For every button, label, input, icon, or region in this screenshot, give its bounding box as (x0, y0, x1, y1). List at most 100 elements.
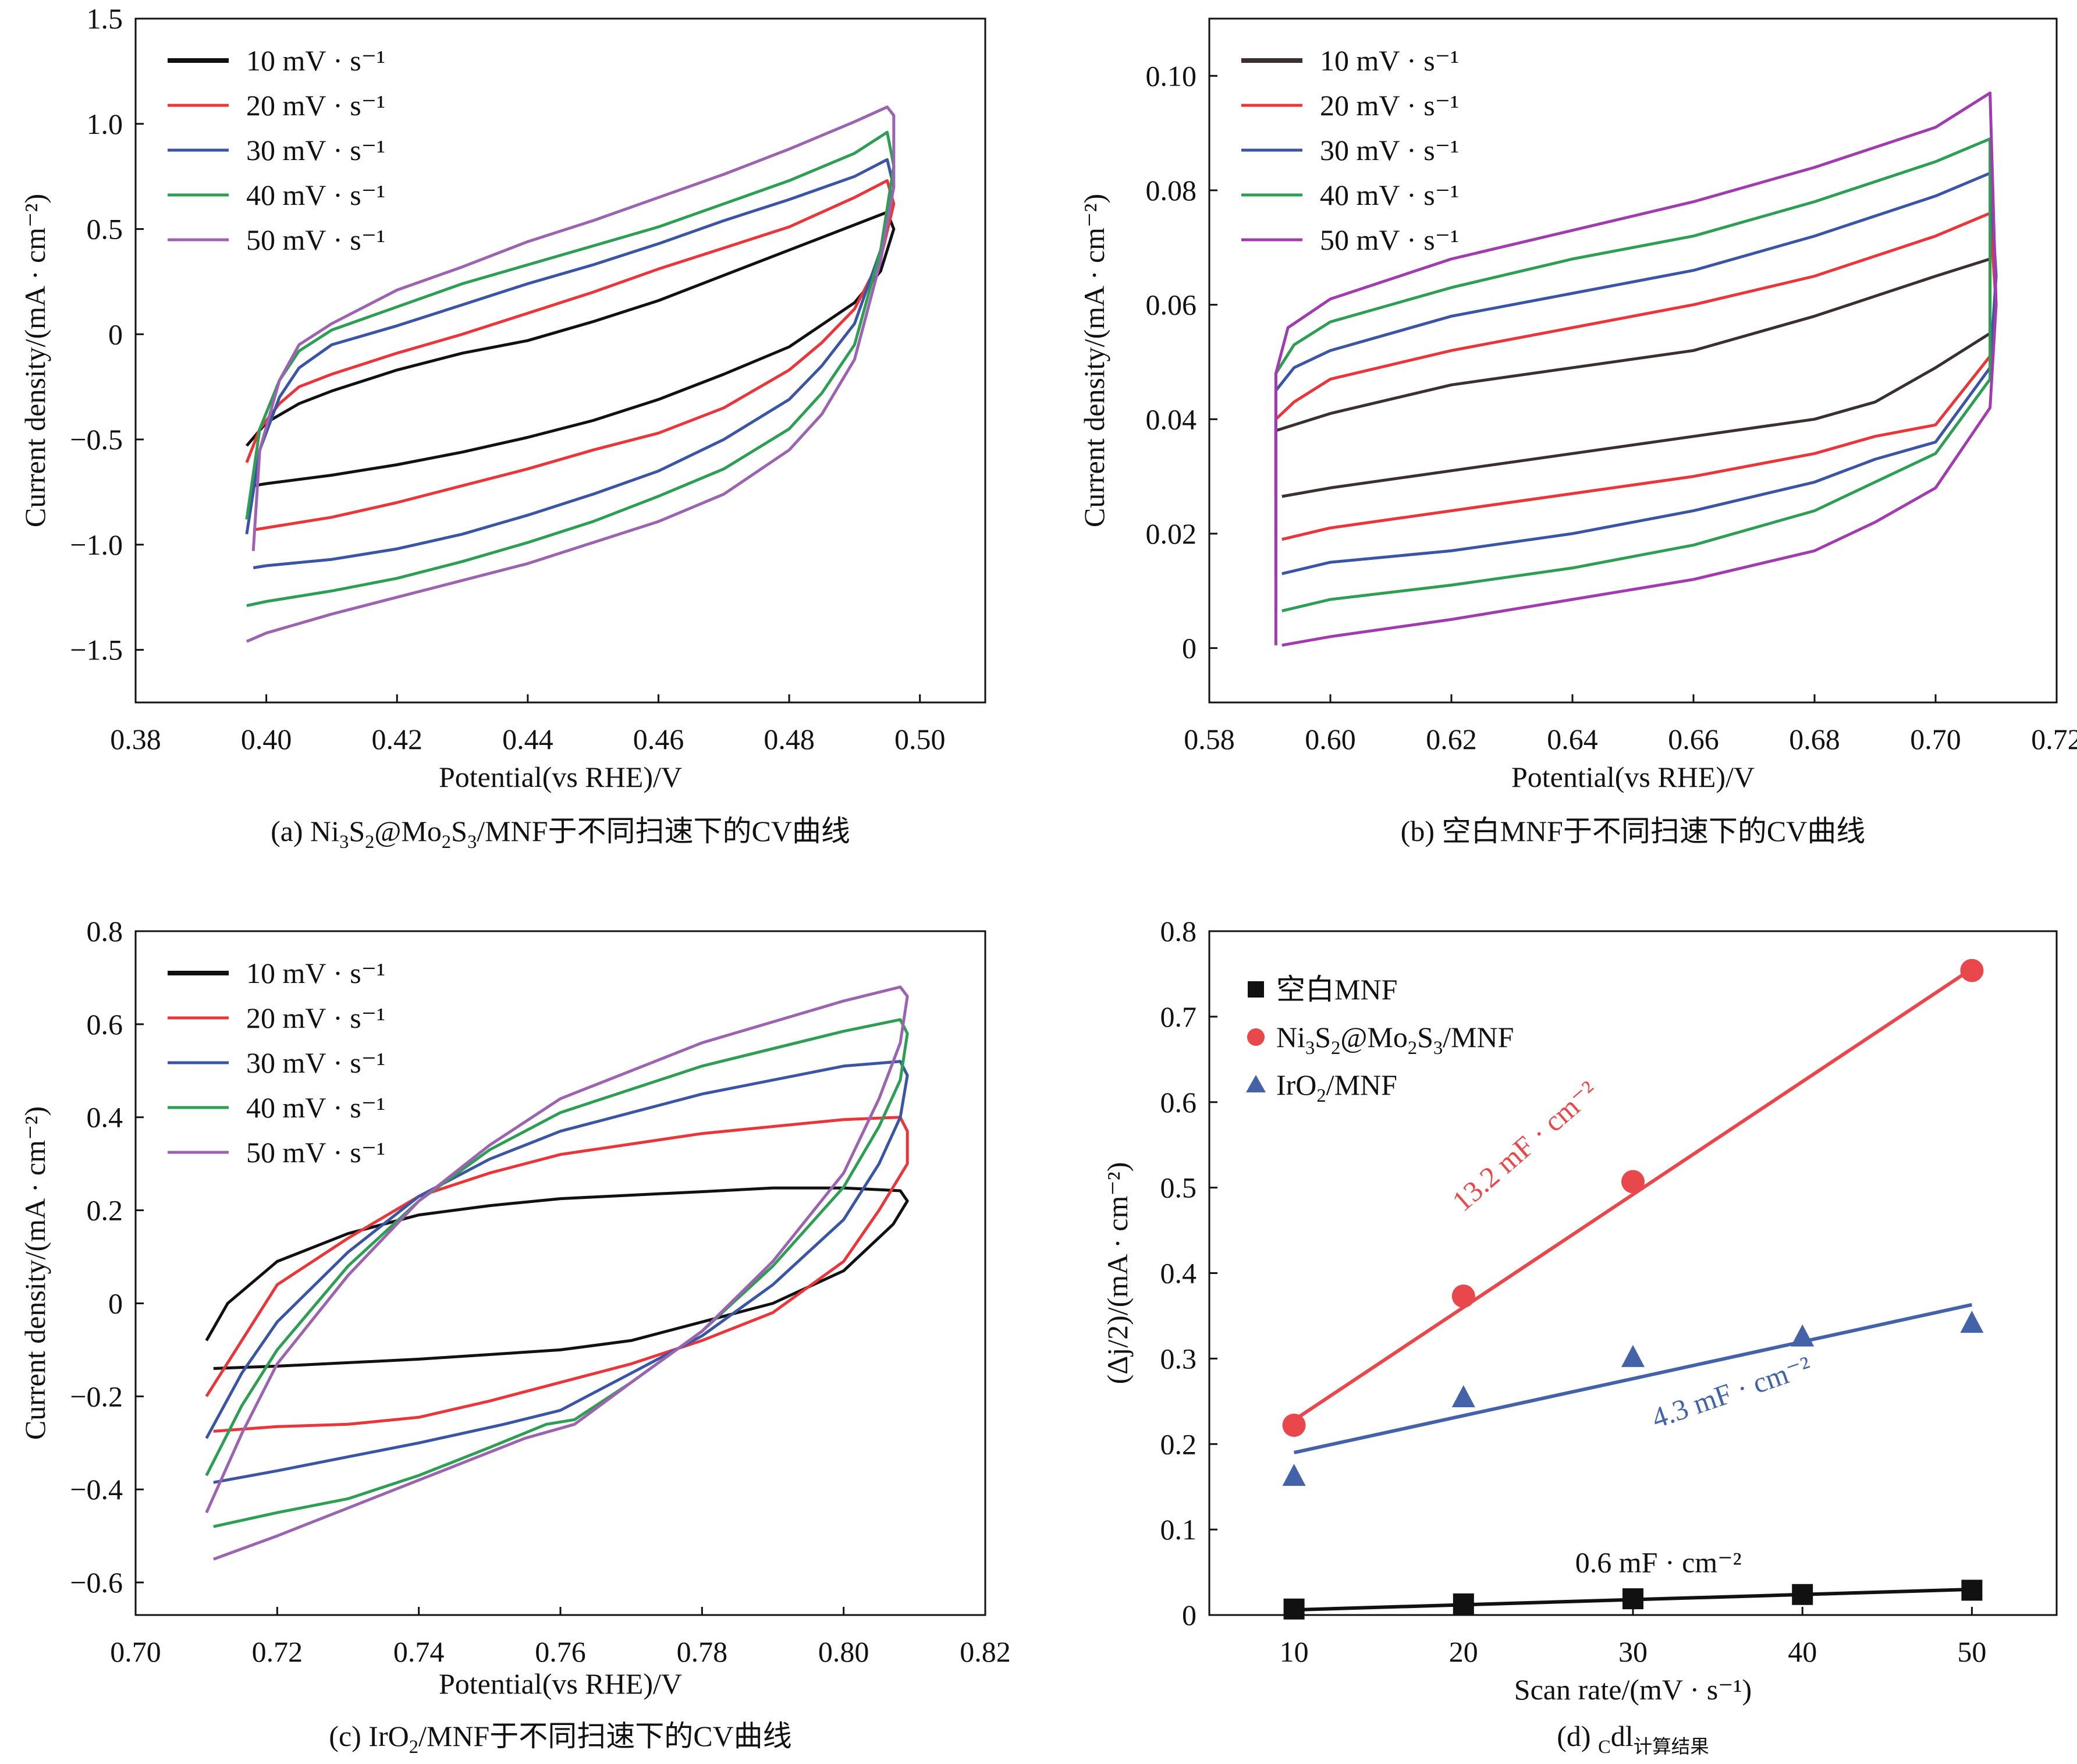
y-tick-label: 0 (1182, 632, 1197, 665)
legend-label: 30 mV · s⁻¹ (1320, 134, 1459, 166)
x-tick-label: 0.68 (1789, 723, 1840, 755)
y-tick-label: 0.02 (1146, 517, 1197, 550)
x-tick-label: 0.72 (2031, 723, 2077, 755)
x-tick-label: 0.70 (1910, 723, 1961, 755)
x-tick-label: 0.80 (818, 1635, 869, 1668)
y-tick-label: 0.04 (1146, 403, 1197, 435)
y-axis-label: Current density/(mA · cm⁻²) (19, 194, 51, 527)
y-tick-label: −0.4 (70, 1473, 123, 1506)
panel-caption: (c) IrO2/MNF于不同扫速下的CV曲线 (329, 1720, 791, 1758)
legend-label: IrO2/MNF (1276, 1069, 1397, 1106)
data-point-triangle (1621, 1344, 1645, 1367)
cv-curve-50mv (246, 105, 896, 643)
chart-panel-a: 0.38 0.40 0.42 0.44 0.46 0.48 0.501.51.00.50−0… (19, 2, 986, 853)
legend-label: 20 mV · s⁻¹ (246, 1002, 385, 1034)
y-tick-label: 0.5 (1160, 1172, 1197, 1204)
cv-curve-50mv (1274, 91, 1998, 647)
y-tick-label: −0.2 (70, 1380, 123, 1412)
fit-line (1293, 1302, 1973, 1454)
y-axis-label: (Δj/2)/(mA · cm⁻²) (1101, 1162, 1134, 1385)
x-axis-label: Potential(vs RHE)/V (439, 761, 682, 793)
x-tick-label: 30 (1618, 1635, 1648, 1668)
legend-label: 40 mV · s⁻¹ (246, 179, 385, 211)
legend-label: 空白MNF (1276, 973, 1397, 1006)
legend-marker-square (1248, 981, 1264, 998)
y-tick-label: 0 (108, 318, 123, 350)
y-tick-label: 0.4 (1160, 1257, 1197, 1290)
cv-curve-50mv (205, 985, 909, 1561)
x-tick-label: 10 (1280, 1635, 1309, 1668)
y-tick-label: 0 (1182, 1599, 1197, 1631)
cv-curve-30mv (205, 1060, 909, 1484)
plot-frame (134, 17, 986, 704)
y-tick-label: 0.10 (1146, 59, 1197, 92)
legend-label: 10 mV · s⁻¹ (246, 957, 385, 989)
data-point-square (1453, 1593, 1474, 1614)
x-tick-label: 0.76 (535, 1635, 586, 1668)
y-tick-label: 0.4 (87, 1101, 123, 1134)
x-tick-label: 0.58 (1184, 723, 1235, 755)
slope-annotation: 0.6 mF · cm⁻² (1575, 1546, 1742, 1579)
data-point-square (1792, 1584, 1813, 1605)
data-point-circle (1451, 1284, 1475, 1308)
legend-label: 50 mV · s⁻¹ (246, 1136, 385, 1169)
y-axis-label: Current density/(mA · cm⁻²) (1078, 194, 1110, 527)
y-tick-label: 0.5 (87, 213, 123, 246)
x-tick-label: 40 (1788, 1635, 1817, 1668)
x-tick-label: 0.74 (393, 1635, 445, 1668)
y-tick-label: 0.1 (1160, 1513, 1197, 1546)
plot-frame (1208, 17, 2058, 704)
y-tick-label: 0.2 (1160, 1428, 1197, 1460)
x-axis-label: Potential(vs RHE)/V (439, 1667, 682, 1700)
x-tick-label: 0.40 (241, 723, 292, 755)
y-tick-label: −1.0 (70, 528, 123, 561)
legend-marker-circle (1247, 1028, 1265, 1046)
data-point-triangle (1960, 1311, 1984, 1333)
data-point-circle (1960, 959, 1984, 982)
chart-panel-d: 10 20 30 40 50 0.8 0.7 0.6 0.5 0.4 0.3 0.2 0.1 0 Scan … (1101, 915, 2058, 1758)
panel-caption: (b) 空白MNF于不同扫速下的CV曲线 (1401, 815, 1866, 847)
y-tick-label: 0.6 (87, 1008, 123, 1041)
x-tick-label: 20 (1449, 1635, 1478, 1668)
fit-line (1293, 967, 1973, 1422)
data-point-triangle (1791, 1324, 1815, 1347)
slope-annotation: 13.2 mF · cm⁻² (1446, 1074, 1603, 1218)
cv-curve-40mv (245, 130, 896, 608)
y-tick-label: 0 (108, 1287, 123, 1319)
y-tick-label: 0.06 (1146, 289, 1197, 321)
panel-caption: (d) Cdl计算结果 (1557, 1720, 1709, 1758)
x-tick-label: 0.66 (1668, 723, 1719, 755)
cv-curve-20mv (205, 1116, 909, 1433)
cv-curve-20mv (1274, 211, 1998, 541)
data-point-circle (1621, 1170, 1645, 1194)
data-point-square (1622, 1588, 1643, 1610)
x-tick-label: 0.42 (371, 723, 422, 755)
x-tick-label: 0.60 (1305, 723, 1356, 755)
x-tick-label: 0.64 (1547, 723, 1598, 755)
x-axis-label: Scan rate/(mV · s⁻¹) (1514, 1673, 1752, 1706)
y-axis-label: Current density/(mA · cm⁻²) (19, 1106, 51, 1440)
legend-label: 10 mV · s⁻¹ (1320, 44, 1459, 77)
chart-panel-b: 0.58 0.60 0.62 0.64 0.66 0.68 0.70 0.72 0.10 0.08… (1078, 17, 2077, 847)
x-tick-label: 0.72 (252, 1635, 303, 1668)
legend-label: Ni3S2@Mo2S3/MNF (1276, 1021, 1514, 1059)
data-point-square (1961, 1580, 1983, 1601)
y-tick-label: 0.6 (1160, 1086, 1197, 1119)
legend-marker-triangle (1246, 1075, 1266, 1092)
y-tick-label: 0.8 (1160, 915, 1197, 947)
y-tick-label: 0.3 (1160, 1342, 1197, 1375)
legend-label: 30 mV · s⁻¹ (246, 134, 385, 166)
x-tick-label: 50 (1957, 1635, 1986, 1668)
panel-caption: (a) Ni3S2@Mo2S3/MNF于不同扫速下的CV曲线 (271, 815, 850, 853)
y-tick-label: −0.5 (70, 423, 123, 456)
cv-curve-30mv (245, 158, 896, 570)
legend-label: 20 mV · s⁻¹ (246, 89, 385, 122)
plot-frame (1208, 930, 2058, 1616)
legend-label: 20 mV · s⁻¹ (1320, 89, 1459, 122)
x-tick-label: 0.62 (1426, 723, 1477, 755)
data-point-square (1283, 1598, 1305, 1620)
y-tick-label: −0.6 (70, 1566, 123, 1599)
x-tick-label: 0.78 (677, 1635, 728, 1668)
legend-label: 50 mV · s⁻¹ (246, 223, 385, 256)
